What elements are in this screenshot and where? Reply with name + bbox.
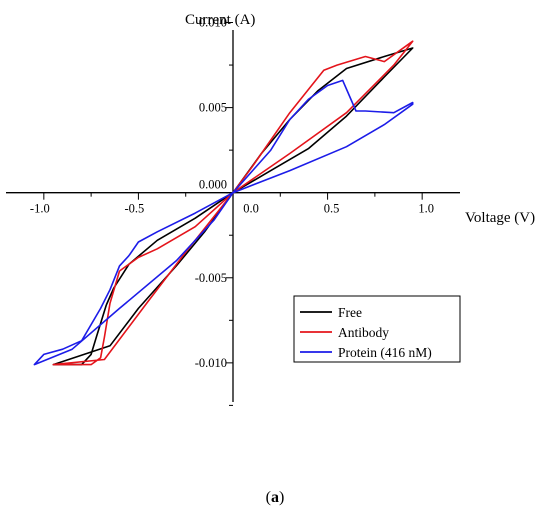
x-tick-label: 0.0: [243, 202, 259, 216]
legend: Free Antibody Protein (416 nM): [293, 295, 461, 363]
legend-label-antibody: Antibody: [338, 325, 389, 340]
y-axis-title: Current (A): [185, 12, 255, 28]
figure-caption: (a): [266, 489, 285, 506]
y-tick-label: -0.005: [195, 271, 227, 285]
legend-box: [293, 295, 461, 363]
x-tick-label: 0.5: [324, 202, 340, 216]
y-tick-label: 0.010: [199, 16, 227, 30]
x-tick-label: 1.0: [418, 202, 434, 216]
series-line-protein-416-nm: [33, 79, 414, 366]
y-tick-label: -0.010: [195, 356, 227, 370]
series-line-antibody: [52, 40, 414, 366]
x-axis-title: Voltage (V): [465, 210, 535, 226]
legend-label-free: Free: [338, 305, 362, 320]
y-tick-label: 0.005: [199, 101, 227, 115]
series-layer: [33, 40, 414, 366]
x-tick-label: -1.0: [30, 202, 50, 216]
caption-letter: a: [271, 489, 279, 506]
x-tick-label: -0.5: [125, 202, 145, 216]
caption-close-paren: ): [279, 489, 284, 506]
legend-label-protein-416-nm: Protein (416 nM): [338, 345, 432, 360]
caption-open-paren: (: [266, 489, 271, 506]
ticks: -1.0 -0.5 0.0 0.5 1.0 0.010 0.005 0.000 -0.005 -0…: [30, 16, 434, 406]
y-tick-label: 0.000: [199, 178, 227, 192]
